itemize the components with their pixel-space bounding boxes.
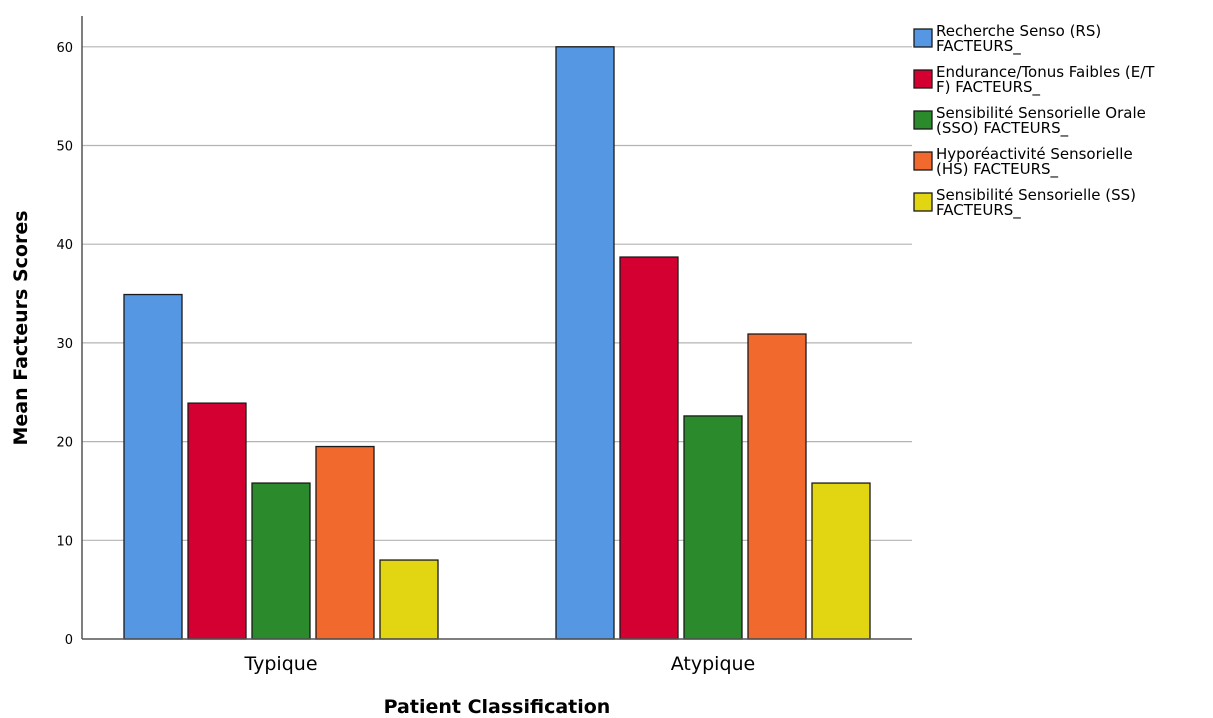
legend-label: Sensibilité Sensorielle (SS) FACTEURS_ — [936, 186, 1136, 220]
legend-label-line: Endurance/Tonus Faibles (E/T — [936, 63, 1155, 81]
x-category-label: Typique — [243, 653, 317, 675]
legend-swatch — [913, 192, 933, 212]
legend-swatch — [913, 151, 933, 171]
legend-label-line: Sensibilité Sensorielle Orale — [936, 104, 1146, 122]
y-tick-labels: 0 10 20 30 40 50 60 — [56, 41, 73, 648]
legend-label-line: Recherche Senso (RS) — [936, 22, 1101, 40]
legend-label-line: F) FACTEURS_ — [936, 78, 1041, 97]
legend-swatch — [913, 110, 933, 130]
legend-label-line: Hyporéactivité Sensorielle — [936, 145, 1133, 163]
legend-label-line: (HS) FACTEURS_ — [936, 160, 1059, 179]
bars — [123, 46, 871, 640]
legend-label-line: Sensibilité Sensorielle (SS) — [936, 186, 1136, 204]
y-tick-label: 20 — [56, 436, 73, 451]
bar — [555, 46, 615, 640]
y-tick-label: 30 — [56, 337, 73, 352]
bar — [619, 256, 679, 640]
bar — [379, 559, 439, 640]
legend-label: Endurance/Tonus Faibles (E/T F) FACTEURS_ — [936, 63, 1155, 97]
bar — [811, 482, 871, 640]
y-tick-label: 40 — [56, 238, 73, 253]
y-axis-title: Mean Facteurs Scores — [10, 210, 32, 445]
x-category-label: Atypique — [671, 653, 756, 675]
legend-label-line: FACTEURS_ — [936, 37, 1021, 56]
legend-label: Hyporéactivité Sensorielle (HS) FACTEURS_ — [936, 145, 1133, 179]
bar — [315, 445, 375, 640]
bar — [747, 333, 807, 640]
y-tick-label: 50 — [56, 140, 73, 155]
y-tick-label: 10 — [56, 534, 73, 549]
legend-swatch — [913, 69, 933, 89]
bar — [123, 293, 183, 640]
axes — [81, 16, 912, 640]
legend-label: Sensibilité Sensorielle Orale (SSO) FACTE… — [936, 104, 1146, 138]
legend-label-line: FACTEURS_ — [936, 201, 1021, 220]
legend-label: Recherche Senso (RS) FACTEURS_ — [936, 22, 1101, 56]
x-category-labels: Typique Atypique — [243, 653, 755, 675]
bar — [187, 402, 247, 640]
x-axis-title: Patient Classification — [384, 696, 611, 714]
bar — [251, 482, 311, 640]
legend: Recherche Senso (RS) FACTEURS_Endurance/T… — [913, 22, 1155, 220]
bar — [683, 415, 743, 640]
legend-label-line: (SSO) FACTEURS_ — [936, 119, 1069, 138]
legend-swatch — [913, 28, 933, 48]
y-tick-label: 0 — [65, 633, 73, 648]
y-tick-label: 60 — [56, 41, 73, 56]
